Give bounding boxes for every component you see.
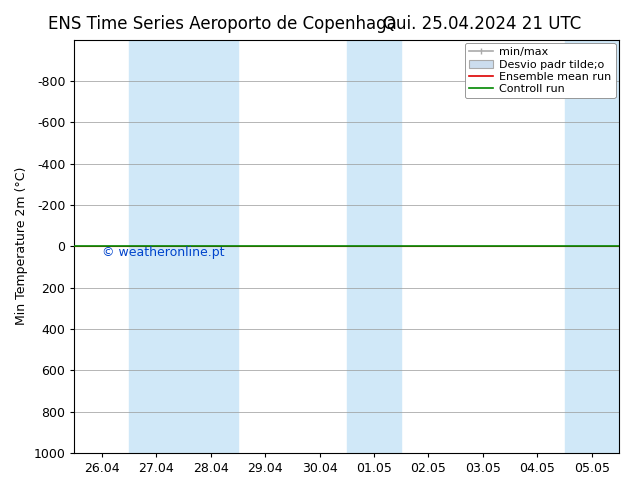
Y-axis label: Min Temperature 2m (°C): Min Temperature 2m (°C) — [15, 167, 28, 325]
Bar — [564, 40, 619, 453]
Text: © weatheronline.pt: © weatheronline.pt — [101, 246, 224, 259]
Legend: min/max, Desvio padr tilde;o, Ensemble mean run, Controll run: min/max, Desvio padr tilde;o, Ensemble m… — [465, 43, 616, 98]
Bar — [129, 40, 238, 453]
Text: ENS Time Series Aeroporto de Copenhaga: ENS Time Series Aeroporto de Copenhaga — [48, 15, 396, 33]
Text: Qui. 25.04.2024 21 UTC: Qui. 25.04.2024 21 UTC — [383, 15, 581, 33]
Bar — [347, 40, 401, 453]
